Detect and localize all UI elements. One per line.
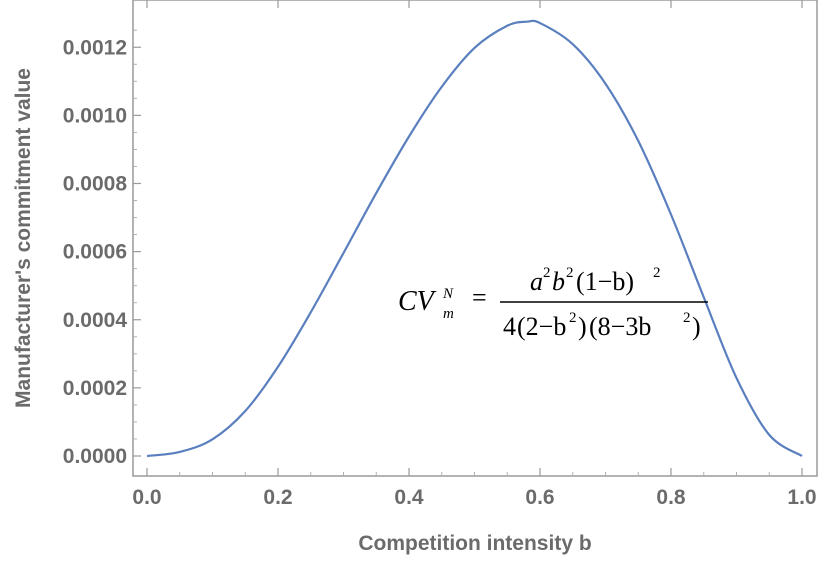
- formula-den-f1-exp: 2: [569, 310, 577, 326]
- formula-den-f1-open: (2−b: [517, 312, 566, 341]
- formula-num-b: b: [552, 267, 565, 296]
- series-line: [146, 19, 803, 458]
- y-tick-label: 0.0002: [63, 377, 127, 400]
- formula-den-f1-close: ): [578, 312, 587, 341]
- formula-lhs-base: CV: [398, 286, 437, 317]
- x-tick-label: 0.8: [656, 486, 686, 509]
- x-tick-label: 1.0: [787, 486, 816, 509]
- x-axis-title: Competition intensity b: [358, 532, 591, 555]
- formula-den-coef: 4: [503, 312, 516, 341]
- y-tick-label: 0.0000: [63, 445, 127, 468]
- formula-lhs-sup: N: [442, 286, 454, 302]
- formula-den-f2-open: (8−3b: [589, 312, 651, 341]
- formula-num-factor: (1−b): [576, 267, 634, 296]
- y-axis-ticks: 0.0000 0.0002 0.0004 0.0006 0.0008 0.0010 0.00…: [63, 29, 141, 468]
- y-tick-label: 0.0012: [63, 36, 127, 59]
- formula-num-b-exp: 2: [566, 265, 574, 281]
- x-tick-label: 0.2: [263, 486, 292, 509]
- x-axis-ticks: 0.0 0.2 0.4 0.6 0.8 1.0: [132, 0, 817, 509]
- y-tick-label: 0.0004: [63, 309, 128, 332]
- y-tick-label: 0.0006: [63, 241, 127, 264]
- y-tick-label: 0.0008: [63, 173, 128, 196]
- y-tick-label: 0.0010: [63, 104, 127, 127]
- formula-lhs-sub: m: [443, 306, 454, 322]
- formula-num-factor-exp: 2: [653, 265, 661, 281]
- formula-annotation: CV N m = a 2 b 2 (1−b) 2 4 (2−b 2 ) (8−3…: [398, 265, 708, 341]
- formula-den-f2-exp: 2: [683, 310, 691, 326]
- formula-num-a: a: [530, 267, 543, 296]
- x-tick-label: 0.6: [525, 486, 554, 509]
- plot-frame: [132, 0, 818, 477]
- formula-equals: =: [472, 283, 487, 312]
- x-tick-label: 0.0: [132, 486, 161, 509]
- formula-den-f2-close: ): [692, 312, 701, 341]
- x-tick-label: 0.4: [394, 486, 424, 509]
- y-axis-title: Manufacturer's commitment value: [12, 68, 35, 408]
- formula-num-a-exp: 2: [543, 265, 551, 281]
